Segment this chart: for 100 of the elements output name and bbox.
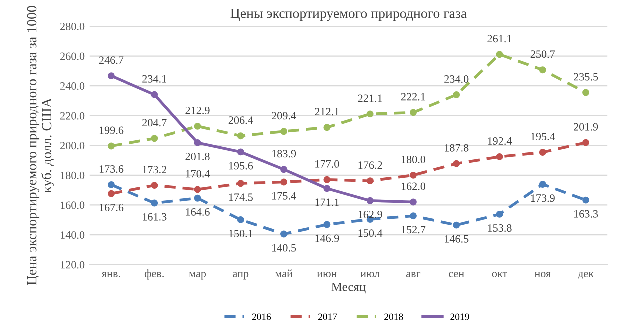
point	[151, 200, 158, 207]
x-tick-label: мар	[189, 272, 206, 280]
data-label: 153.8	[488, 224, 512, 232]
data-label: 177.0	[316, 160, 340, 168]
point	[151, 182, 158, 190]
data-label: 180.0	[402, 156, 426, 164]
point	[496, 210, 504, 218]
x-tick-label: фев.	[144, 270, 164, 280]
data-label: 174.5	[229, 194, 253, 202]
point	[539, 181, 546, 188]
data-label: 183.9	[272, 150, 296, 158]
data-label: 173.2	[143, 166, 166, 174]
point	[366, 110, 374, 118]
point	[194, 194, 202, 202]
data-label: 246.7	[99, 56, 124, 64]
y-tick-label: 200.0	[60, 142, 85, 150]
data-label: 221.1	[358, 94, 382, 102]
x-tick-label: окт	[492, 272, 508, 278]
point	[194, 186, 202, 194]
data-label: 234.1	[142, 75, 166, 83]
point	[237, 132, 244, 140]
point	[237, 216, 244, 224]
point	[324, 185, 331, 192]
point	[582, 139, 590, 146]
data-label: 195.6	[229, 162, 254, 170]
point	[496, 153, 504, 160]
x-tick-label: сен	[449, 272, 464, 278]
data-label: 250.7	[530, 50, 556, 58]
data-label: 150.1	[229, 230, 253, 238]
point	[366, 178, 374, 185]
data-label: 164.6	[186, 208, 210, 216]
point	[324, 221, 331, 228]
data-label: 170.4	[186, 170, 210, 178]
data-label: 201.8	[186, 153, 210, 161]
y-tick-label: 180.0	[61, 172, 85, 180]
data-label: 212.1	[315, 108, 340, 116]
x-tick-label: авг	[406, 272, 421, 278]
point	[453, 160, 460, 168]
point	[108, 142, 115, 150]
point	[194, 122, 202, 130]
data-label: 162.0	[402, 182, 426, 190]
data-label: 201.9	[574, 123, 598, 131]
point	[539, 66, 546, 74]
point	[194, 139, 202, 146]
data-label: 171.1	[316, 198, 340, 206]
data-label: 146.9	[316, 234, 340, 242]
point	[582, 196, 590, 204]
point	[280, 230, 288, 238]
point	[151, 91, 158, 98]
legend-label: 2017	[318, 314, 338, 320]
y-tick-label: 140.0	[61, 231, 85, 240]
data-label: 163.3	[574, 210, 598, 218]
point	[453, 222, 460, 229]
legend-label: 2018	[384, 314, 404, 320]
data-label: 199.6	[100, 126, 124, 134]
y-tick-label: 280.0	[60, 22, 85, 30]
data-label: 192.4	[488, 138, 512, 146]
point	[108, 181, 115, 188]
x-tick-label: ноя	[534, 272, 551, 278]
data-label: 222.1	[401, 93, 426, 101]
y-tick-label: 160.0	[61, 202, 85, 210]
data-label: 187.8	[445, 144, 469, 152]
data-label: 175.4	[272, 192, 296, 200]
point	[582, 89, 590, 96]
data-label: 167.6	[100, 204, 124, 212]
data-label: 234.0	[444, 76, 469, 84]
data-label: 146.5	[445, 235, 469, 243]
point	[108, 190, 115, 198]
x-axis-title: Месяц	[332, 283, 366, 294]
data-label: 161.3	[143, 213, 167, 221]
point	[237, 180, 244, 188]
chart-title: Цены экспортируемого природного газа	[230, 9, 467, 22]
y-tick-label: 240.0	[60, 82, 85, 90]
y-tick-label: 120.0	[61, 261, 85, 269]
point	[280, 128, 288, 136]
x-tick-label: янв.	[102, 272, 120, 278]
point	[108, 72, 115, 80]
x-tick-label: май	[275, 270, 293, 278]
data-label: 173.6	[100, 166, 124, 174]
data-label: 209.4	[272, 112, 296, 120]
point	[237, 148, 244, 156]
x-tick-label: дек	[578, 272, 594, 280]
data-label: 206.4	[228, 116, 254, 124]
data-label: 261.1	[488, 35, 512, 43]
data-label: 204.7	[142, 119, 167, 127]
data-label: 235.5	[574, 73, 598, 81]
y-tick-label: 220.0	[60, 112, 85, 120]
point	[324, 176, 331, 184]
point	[280, 166, 288, 174]
point	[539, 149, 546, 156]
data-label: 150.4	[358, 230, 383, 238]
legend-label: 2016	[252, 314, 272, 320]
data-label: 162.9	[358, 210, 382, 218]
point	[453, 92, 460, 98]
data-label: 152.7	[402, 226, 426, 234]
point	[410, 198, 417, 206]
point	[496, 51, 504, 58]
y-axis-title: Цена экспортируемого природного газа за 1000 куб. долл. США	[27, 6, 54, 286]
x-tick-label: апр	[233, 272, 249, 280]
point	[280, 178, 288, 186]
